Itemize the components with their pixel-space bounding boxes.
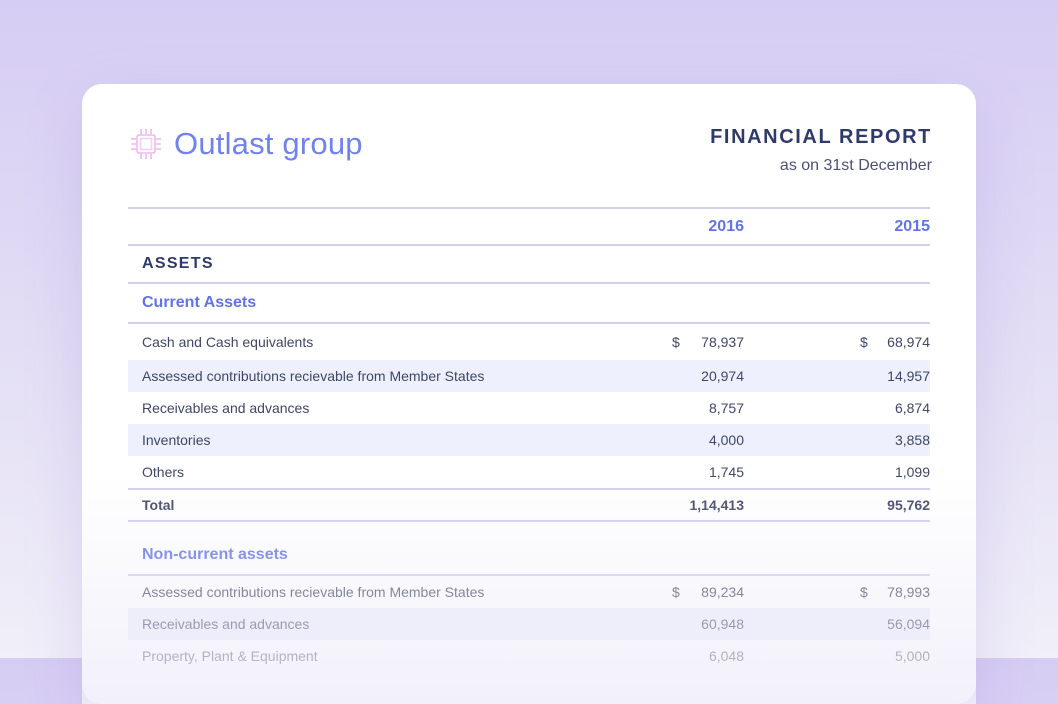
value-year-1: 4,000	[708, 432, 744, 448]
total-row: Total 1,14,413 95,762	[128, 488, 930, 522]
value-year-2: 78,993	[887, 584, 930, 600]
report-subtitle: as on 31st December	[779, 157, 932, 174]
column-year-1: 2016	[708, 217, 744, 235]
value-year-2: 6,874	[894, 400, 930, 416]
current-assets-heading-row: Current Assets	[128, 284, 930, 324]
currency-symbol: $	[860, 334, 868, 350]
current-assets-heading: Current Assets	[142, 294, 257, 311]
row-label: Inventories	[142, 432, 211, 448]
noncurrent-assets-heading-row: Non-current assets	[128, 522, 930, 576]
value-year-2: 68,974	[887, 334, 930, 350]
table-header-row: 2016 2015	[128, 207, 930, 246]
row-label: Receivables and advances	[142, 400, 310, 416]
column-year-2: 2015	[894, 217, 930, 235]
value-year-2: 14,957	[887, 368, 930, 384]
value-year-1: 78,937	[701, 334, 744, 350]
row-label: Assessed contributions recievable from M…	[142, 584, 485, 600]
brand-name: Outlast group	[174, 126, 363, 161]
row-label: Receivables and advances	[142, 616, 310, 632]
value-year-2: 1,099	[894, 464, 930, 480]
currency-symbol: $	[672, 334, 680, 350]
table-row: Assessed contributions recievable from M…	[128, 576, 930, 608]
value-year-1: 1,745	[708, 464, 744, 480]
financial-table: 2016 2015 ASSETS Current Assets Cash and…	[128, 207, 930, 672]
total-label: Total	[142, 497, 175, 513]
total-year-1: 1,14,413	[689, 497, 745, 513]
value-year-1: 6,048	[708, 648, 744, 664]
assets-heading-row: ASSETS	[128, 246, 930, 284]
value-year-1: 20,974	[701, 368, 744, 384]
brand: Outlast group	[128, 126, 363, 162]
table-row: Property, Plant & Equipment 6,048 5,000	[128, 640, 930, 672]
row-label: Property, Plant & Equipment	[142, 648, 318, 664]
table-row: Assessed contributions recievable from M…	[128, 360, 930, 392]
report-title: FINANCIAL REPORT	[710, 126, 932, 148]
total-year-2: 95,762	[887, 497, 930, 513]
report-card: Outlast group FINANCIAL REPORT as on 31s…	[82, 84, 976, 704]
row-label: Assessed contributions recievable from M…	[142, 368, 485, 384]
noncurrent-assets-heading: Non-current assets	[142, 546, 288, 563]
currency-symbol: $	[860, 584, 868, 600]
table-row: Inventories 4,000 3,858	[128, 424, 930, 456]
row-label: Cash and Cash equivalents	[142, 334, 314, 350]
chip-icon	[131, 129, 161, 159]
table-row: Others 1,745 1,099	[128, 456, 930, 488]
value-year-2: 3,858	[894, 432, 930, 448]
table-row: Cash and Cash equivalents $ 78,937 $ 68,…	[128, 324, 930, 360]
table-row: Receivables and advances 60,948 56,094	[128, 608, 930, 640]
row-label: Others	[142, 464, 185, 480]
table-row: Receivables and advances 8,757 6,874	[128, 392, 930, 424]
value-year-2: 56,094	[887, 616, 930, 632]
report-header: FINANCIAL REPORT as on 31st December	[710, 126, 932, 175]
value-year-1: 8,757	[708, 400, 744, 416]
value-year-2: 5,000	[894, 648, 930, 664]
assets-heading: ASSETS	[142, 255, 214, 272]
value-year-1: 60,948	[701, 616, 744, 632]
currency-symbol: $	[672, 584, 680, 600]
value-year-1: 89,234	[701, 584, 744, 600]
